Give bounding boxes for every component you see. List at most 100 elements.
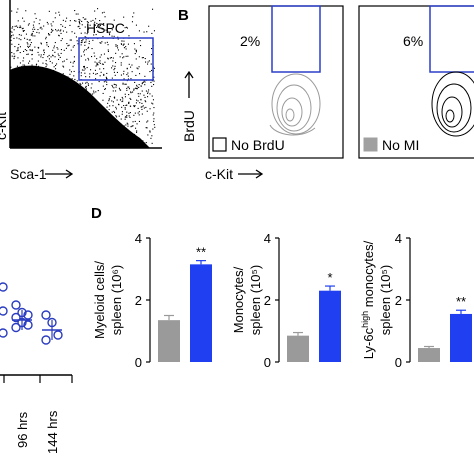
flow-event-dot [135,127,137,129]
flow-event-dot [128,94,130,96]
flow-event-dot [82,17,84,19]
flow-event-dot [150,63,152,65]
flow-event-dot [10,36,12,38]
flow-event-dot [136,99,138,101]
legend-swatch-no-mi [363,137,378,152]
flow-event-dot [102,92,104,94]
significance-marker: ** [196,245,206,260]
flow-event-dot [46,44,48,46]
flow-event-dot [145,90,147,92]
flow-event-dot [32,30,34,32]
flow-event-dot [85,89,87,91]
flow-event-dot [73,56,75,58]
flow-event-dot [118,103,120,105]
flow-event-dot [69,24,71,26]
flow-event-dot [22,30,24,32]
flow-event-dot [91,48,93,50]
flow-event-dot [95,18,97,20]
flow-event-dot [76,80,78,82]
flow-event-dot [53,45,55,47]
flow-event-dot [128,63,130,65]
flow-event-dot [121,101,123,103]
flow-event-dot [10,39,12,41]
flow-event-dot [122,83,124,85]
scatter-point [23,310,33,320]
flow-event-dot [102,63,104,65]
bar-chart: 0 2 4 ** Myeloid cells/spleen (10⁶) [92,231,212,370]
panel-a-x-arrow [45,169,74,179]
flow-event-dot [13,29,15,31]
flow-event-dot [35,17,37,19]
significance-marker: ** [456,294,466,309]
flow-event-dot [138,114,140,116]
flow-event-dot [101,28,103,30]
flow-event-dot [83,54,85,56]
panel-b-x-label: c-Kit [205,166,233,182]
flow-event-dot [81,20,83,22]
flow-event-dot [148,89,150,91]
flow-event-dot [148,60,150,62]
panel-a-x-label: Sca-1 [10,166,47,182]
flow-event-dot [67,45,69,47]
flow-event-dot [69,20,71,22]
flow-event-dot [24,49,26,51]
flow-event-dot [40,42,42,44]
flow-event-dot [99,25,101,27]
flow-event-dot [149,108,151,110]
flow-event-dot [14,46,16,48]
flow-event-dot [99,68,101,70]
flow-event-dot [77,43,79,45]
flow-event-dot [133,12,135,14]
flow-event-dot [31,64,33,66]
flow-event-dot [72,65,74,67]
flow-event-dot [125,46,127,48]
flow-event-dot [55,12,57,14]
flow-event-dot [140,85,142,87]
flow-event-dot [150,81,152,83]
flow-event-dot [54,56,56,58]
flow-event-dot [84,41,86,43]
flow-event-dot [77,13,79,15]
flow-event-dot [32,24,34,26]
significance-marker: * [327,270,332,285]
flow-event-dot [20,34,22,36]
flow-event-dot [128,102,130,104]
flow-event-dot [39,19,41,21]
flow-event-dot [114,67,116,69]
flow-event-dot [45,38,47,40]
flow-event-dot [81,40,83,42]
flow-event-dot [66,58,68,60]
flow-event-dot [83,66,85,68]
flow-event-dot [129,112,131,114]
flow-event-dot [132,121,134,123]
flow-event-dot [53,47,55,49]
y-axis-label: Ly-6chigh monocytes/spleen (10⁵) [360,240,393,359]
flow-event-dot [113,71,115,73]
flow-event-dot [22,17,24,19]
flow-event-dot [62,61,64,63]
flow-event-dot [80,75,82,77]
flow-event-dot [13,56,15,58]
flow-event-dot [128,86,130,88]
scatter-point [11,322,21,333]
flow-event-dot [126,111,128,113]
flow-event-dot [71,31,73,33]
flow-event-dot [86,81,88,83]
flow-event-dot [139,102,141,104]
flow-event-dot [99,42,101,44]
flow-event-dot [74,78,76,80]
flow-event-dot [126,68,128,70]
flow-event-dot [29,60,31,62]
flow-event-dot [97,64,99,66]
flow-event-dot [54,17,56,19]
flow-event-dot [112,90,114,92]
flow-event-dot [23,50,25,52]
flow-event-dot [145,142,147,144]
flow-event-dot [70,49,72,51]
flow-event-dot [94,69,96,71]
flow-event-dot [129,116,131,118]
flow-event-dot [40,56,42,58]
flow-event-dot [11,10,13,12]
flow-event-dot [102,85,104,87]
flow-event-dot [118,87,120,89]
